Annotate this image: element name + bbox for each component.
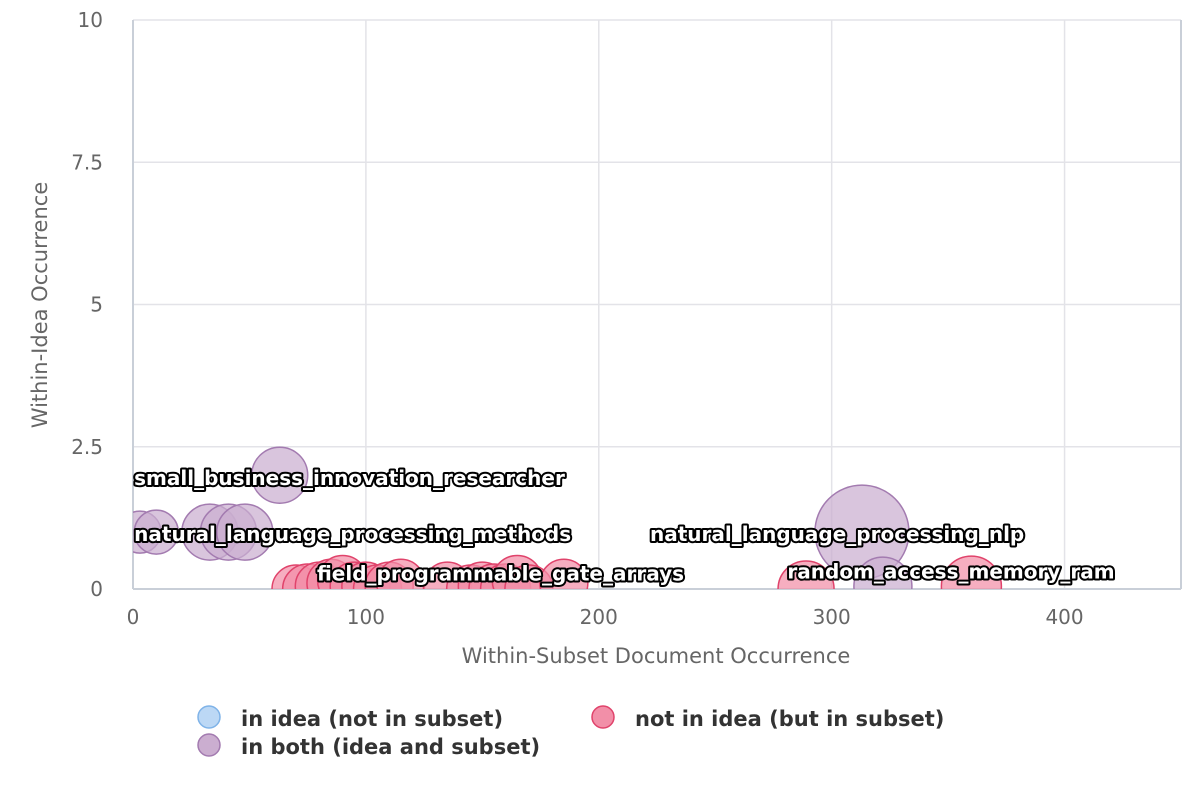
x-tick-labels: 0 100 200 300 400 [127, 605, 1084, 629]
point-label: small_business_innovation_researcher [134, 466, 565, 490]
data-point [777, 560, 835, 589]
x-tick-label: 100 [347, 605, 385, 629]
data-points [133, 446, 1003, 589]
x-tick-label: 0 [127, 605, 140, 629]
data-point [539, 558, 589, 589]
point-label: natural_language_processing_nlp [650, 522, 1024, 546]
legend-label: not in idea (but in subset) [635, 707, 944, 731]
data-point [940, 555, 1003, 589]
legend: in idea (not in subset) not in idea (but … [197, 705, 944, 759]
y-tick-label: 0 [90, 577, 103, 601]
point-label: natural_language_processing_methods [134, 522, 571, 546]
point-label: field_programmable_gate_arrays [317, 562, 684, 586]
legend-label: in idea (not in subset) [241, 707, 503, 731]
y-axis-title: Within-Idea Occurrence [28, 182, 52, 428]
point-label: random_access_memory_ram [787, 559, 1114, 583]
data-point [216, 503, 274, 561]
point-labels: small_business_innovation_researchernatu… [132, 464, 1116, 588]
x-tick-label: 200 [580, 605, 618, 629]
x-tick-label: 400 [1045, 605, 1083, 629]
y-tick-label: 10 [78, 8, 103, 32]
data-point [250, 446, 309, 504]
y-tick-label: 7.5 [71, 150, 103, 174]
legend-marker [197, 733, 221, 757]
data-point [133, 509, 180, 555]
y-tick-labels: 0 2.5 5 7.5 10 [71, 8, 103, 601]
x-axis-title: Within-Subset Document Occurrence [462, 644, 851, 668]
legend-marker [591, 705, 615, 729]
data-point [853, 556, 913, 589]
x-tick-label: 300 [813, 605, 851, 629]
grid-lines [133, 19, 1181, 589]
y-tick-label: 5 [90, 293, 103, 317]
legend-marker [197, 705, 221, 729]
y-tick-label: 2.5 [71, 435, 103, 459]
legend-label: in both (idea and subset) [241, 735, 540, 759]
